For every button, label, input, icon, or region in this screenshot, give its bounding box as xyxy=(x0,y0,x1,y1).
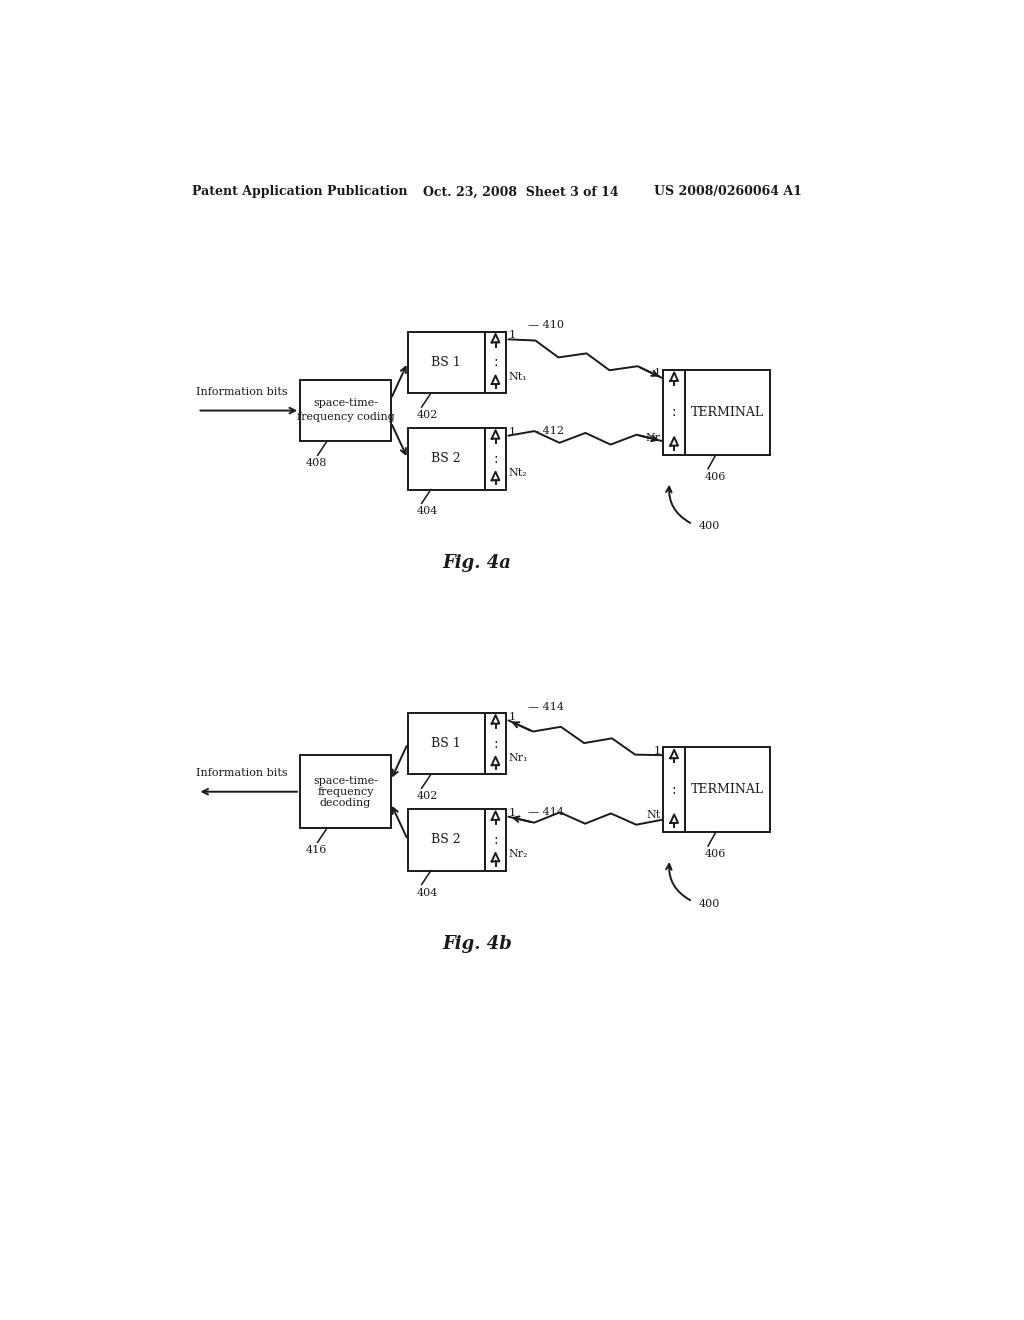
Bar xyxy=(484,713,506,775)
Text: — 410: — 410 xyxy=(528,321,564,330)
Text: :: : xyxy=(494,737,498,751)
Text: :: : xyxy=(494,451,498,466)
Text: :: : xyxy=(672,405,677,420)
Text: 408: 408 xyxy=(305,458,327,469)
Text: Information bits: Information bits xyxy=(196,768,288,777)
Bar xyxy=(664,370,685,455)
Text: Nt₂: Nt₂ xyxy=(509,469,527,478)
Bar xyxy=(300,380,391,441)
Text: 402: 402 xyxy=(417,792,437,801)
Text: — 414: — 414 xyxy=(528,702,564,711)
Text: — 414: — 414 xyxy=(528,807,564,817)
Text: Nr₁: Nr₁ xyxy=(509,754,528,763)
Text: :: : xyxy=(494,355,498,370)
Text: 406: 406 xyxy=(706,471,726,482)
Text: 402: 402 xyxy=(417,411,437,420)
Bar xyxy=(484,428,506,490)
Text: frequency coding: frequency coding xyxy=(297,412,394,421)
Text: BS 2: BS 2 xyxy=(431,833,461,846)
Text: decoding: decoding xyxy=(319,797,371,808)
Text: frequency: frequency xyxy=(317,787,374,797)
Text: 1: 1 xyxy=(509,808,516,818)
Text: Oct. 23, 2008  Sheet 3 of 14: Oct. 23, 2008 Sheet 3 of 14 xyxy=(423,185,618,198)
Text: 1: 1 xyxy=(654,368,662,379)
Bar xyxy=(408,331,484,393)
Text: :: : xyxy=(672,783,677,797)
Text: BS 1: BS 1 xyxy=(431,356,461,370)
Bar xyxy=(300,755,391,829)
Text: 406: 406 xyxy=(706,849,726,859)
Text: :: : xyxy=(494,833,498,847)
Text: space-time-: space-time- xyxy=(313,776,378,785)
Text: 1: 1 xyxy=(509,330,516,341)
Text: 1: 1 xyxy=(509,426,516,437)
Text: Fig. 4b: Fig. 4b xyxy=(442,935,512,953)
Bar xyxy=(685,747,770,832)
Bar xyxy=(484,809,506,871)
Text: BS 2: BS 2 xyxy=(431,453,461,465)
Text: space-time-: space-time- xyxy=(313,397,378,408)
Text: 404: 404 xyxy=(417,887,437,898)
Text: Fig. 4a: Fig. 4a xyxy=(442,553,512,572)
Bar xyxy=(408,428,484,490)
Text: Nr₂: Nr₂ xyxy=(509,850,528,859)
Text: Nr: Nr xyxy=(646,433,662,444)
Text: 400: 400 xyxy=(698,521,720,532)
Text: TERMINAL: TERMINAL xyxy=(691,407,764,418)
Bar xyxy=(664,747,685,832)
Bar xyxy=(484,331,506,393)
Text: — 412: — 412 xyxy=(528,426,564,436)
Text: Nt₁: Nt₁ xyxy=(509,372,527,381)
Text: BS 1: BS 1 xyxy=(431,737,461,750)
Text: 400: 400 xyxy=(698,899,720,908)
Text: US 2008/0260064 A1: US 2008/0260064 A1 xyxy=(654,185,802,198)
Bar xyxy=(408,809,484,871)
Text: Nt: Nt xyxy=(647,810,662,820)
Bar xyxy=(408,713,484,775)
Bar xyxy=(685,370,770,455)
Text: 1: 1 xyxy=(654,746,662,755)
Text: 1: 1 xyxy=(509,711,516,722)
Text: 416: 416 xyxy=(305,845,327,855)
Text: Patent Application Publication: Patent Application Publication xyxy=(193,185,408,198)
Text: TERMINAL: TERMINAL xyxy=(691,783,764,796)
Text: Information bits: Information bits xyxy=(196,387,288,397)
Text: 404: 404 xyxy=(417,507,437,516)
